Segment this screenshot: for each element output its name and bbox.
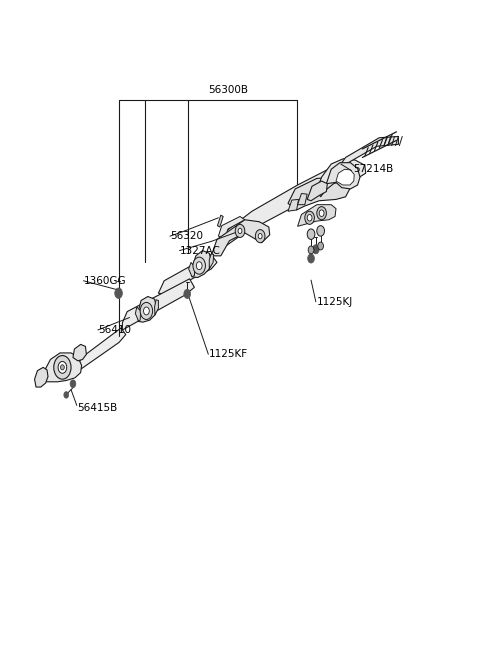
Polygon shape <box>288 199 299 211</box>
Polygon shape <box>76 328 126 373</box>
Text: 56320: 56320 <box>170 231 204 241</box>
Text: 1360GG: 1360GG <box>84 276 127 286</box>
Polygon shape <box>209 254 214 269</box>
Polygon shape <box>218 216 245 239</box>
Polygon shape <box>307 181 327 201</box>
Circle shape <box>305 211 314 224</box>
Polygon shape <box>298 194 307 205</box>
Polygon shape <box>138 297 156 322</box>
Circle shape <box>54 356 71 379</box>
Polygon shape <box>288 177 350 210</box>
Circle shape <box>64 392 69 398</box>
Text: 56300B: 56300B <box>208 85 248 95</box>
Circle shape <box>319 210 324 216</box>
Circle shape <box>255 230 265 243</box>
Circle shape <box>318 242 324 250</box>
Circle shape <box>196 262 202 270</box>
Circle shape <box>144 307 149 315</box>
Circle shape <box>140 302 153 319</box>
Polygon shape <box>298 205 336 226</box>
Text: 1125KJ: 1125KJ <box>317 297 353 307</box>
Circle shape <box>184 289 191 298</box>
Circle shape <box>70 380 76 388</box>
Polygon shape <box>217 215 223 227</box>
Polygon shape <box>158 255 217 294</box>
Polygon shape <box>73 344 86 361</box>
Circle shape <box>60 365 64 370</box>
Text: 57214B: 57214B <box>353 163 393 174</box>
Polygon shape <box>218 165 343 251</box>
Polygon shape <box>135 307 141 321</box>
Circle shape <box>115 288 122 298</box>
Circle shape <box>307 229 315 239</box>
Polygon shape <box>317 159 366 197</box>
Circle shape <box>58 361 67 373</box>
Polygon shape <box>336 136 398 178</box>
Text: 56415B: 56415B <box>77 403 117 413</box>
Polygon shape <box>122 279 194 330</box>
Text: 1125KF: 1125KF <box>209 349 248 359</box>
Polygon shape <box>336 169 354 185</box>
Polygon shape <box>46 353 82 382</box>
Text: 1327AC: 1327AC <box>180 245 221 256</box>
Polygon shape <box>192 251 211 277</box>
Text: 56410: 56410 <box>98 325 132 335</box>
Circle shape <box>312 245 319 254</box>
Circle shape <box>308 246 314 254</box>
Circle shape <box>307 215 312 221</box>
Circle shape <box>238 228 242 234</box>
Circle shape <box>317 226 324 236</box>
Polygon shape <box>35 367 48 387</box>
Circle shape <box>317 207 326 220</box>
Polygon shape <box>326 163 360 189</box>
Polygon shape <box>155 300 158 315</box>
Circle shape <box>308 254 314 263</box>
Polygon shape <box>211 220 270 256</box>
Polygon shape <box>189 262 195 277</box>
Circle shape <box>258 234 262 239</box>
Circle shape <box>235 224 245 237</box>
Circle shape <box>193 257 205 274</box>
